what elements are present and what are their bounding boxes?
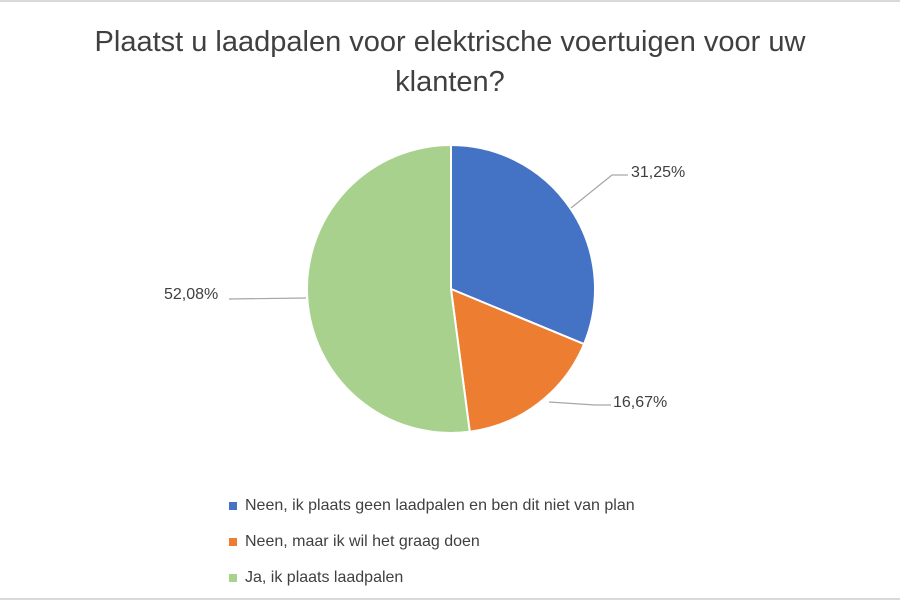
legend-item: Ja, ik plaats laadpalen <box>229 560 635 596</box>
pie-slice-3 <box>306 143 471 434</box>
legend-swatch-orange-icon <box>229 538 237 546</box>
legend-swatch-green-icon <box>229 574 237 582</box>
legend-swatch-blue-icon <box>229 502 237 510</box>
leader-lines <box>228 174 628 406</box>
chart-title-line2: klanten? <box>395 66 505 98</box>
leader-line-slice1 <box>570 174 628 209</box>
leader-line-slice3 <box>228 297 307 300</box>
leader-line-slice2 <box>548 401 611 406</box>
legend-label: Ja, ik plaats laadpalen <box>245 569 404 586</box>
legend-item: Neen, ik plaats geen laadpalen en ben di… <box>229 488 635 524</box>
data-label-slice1: 31,25% <box>631 164 686 181</box>
chart-title-line1: Plaatst u laadpalen voor elektrische voe… <box>94 26 806 58</box>
legend-label: Neen, ik plaats geen laadpalen en ben di… <box>245 497 635 514</box>
legend: Neen, ik plaats geen laadpalen en ben di… <box>229 488 635 596</box>
data-label-slice2: 16,67% <box>613 394 668 411</box>
legend-item: Neen, maar ik wil het graag doen <box>229 524 635 560</box>
pie-slices <box>306 143 596 434</box>
data-label-slice3: 52,08% <box>164 286 219 303</box>
pie-slice-1 <box>450 143 596 346</box>
pie-slice-2 <box>449 287 586 433</box>
chart-title: Plaatst u laadpalen voor elektrische voe… <box>60 22 840 102</box>
legend-label: Neen, maar ik wil het graag doen <box>245 533 480 550</box>
